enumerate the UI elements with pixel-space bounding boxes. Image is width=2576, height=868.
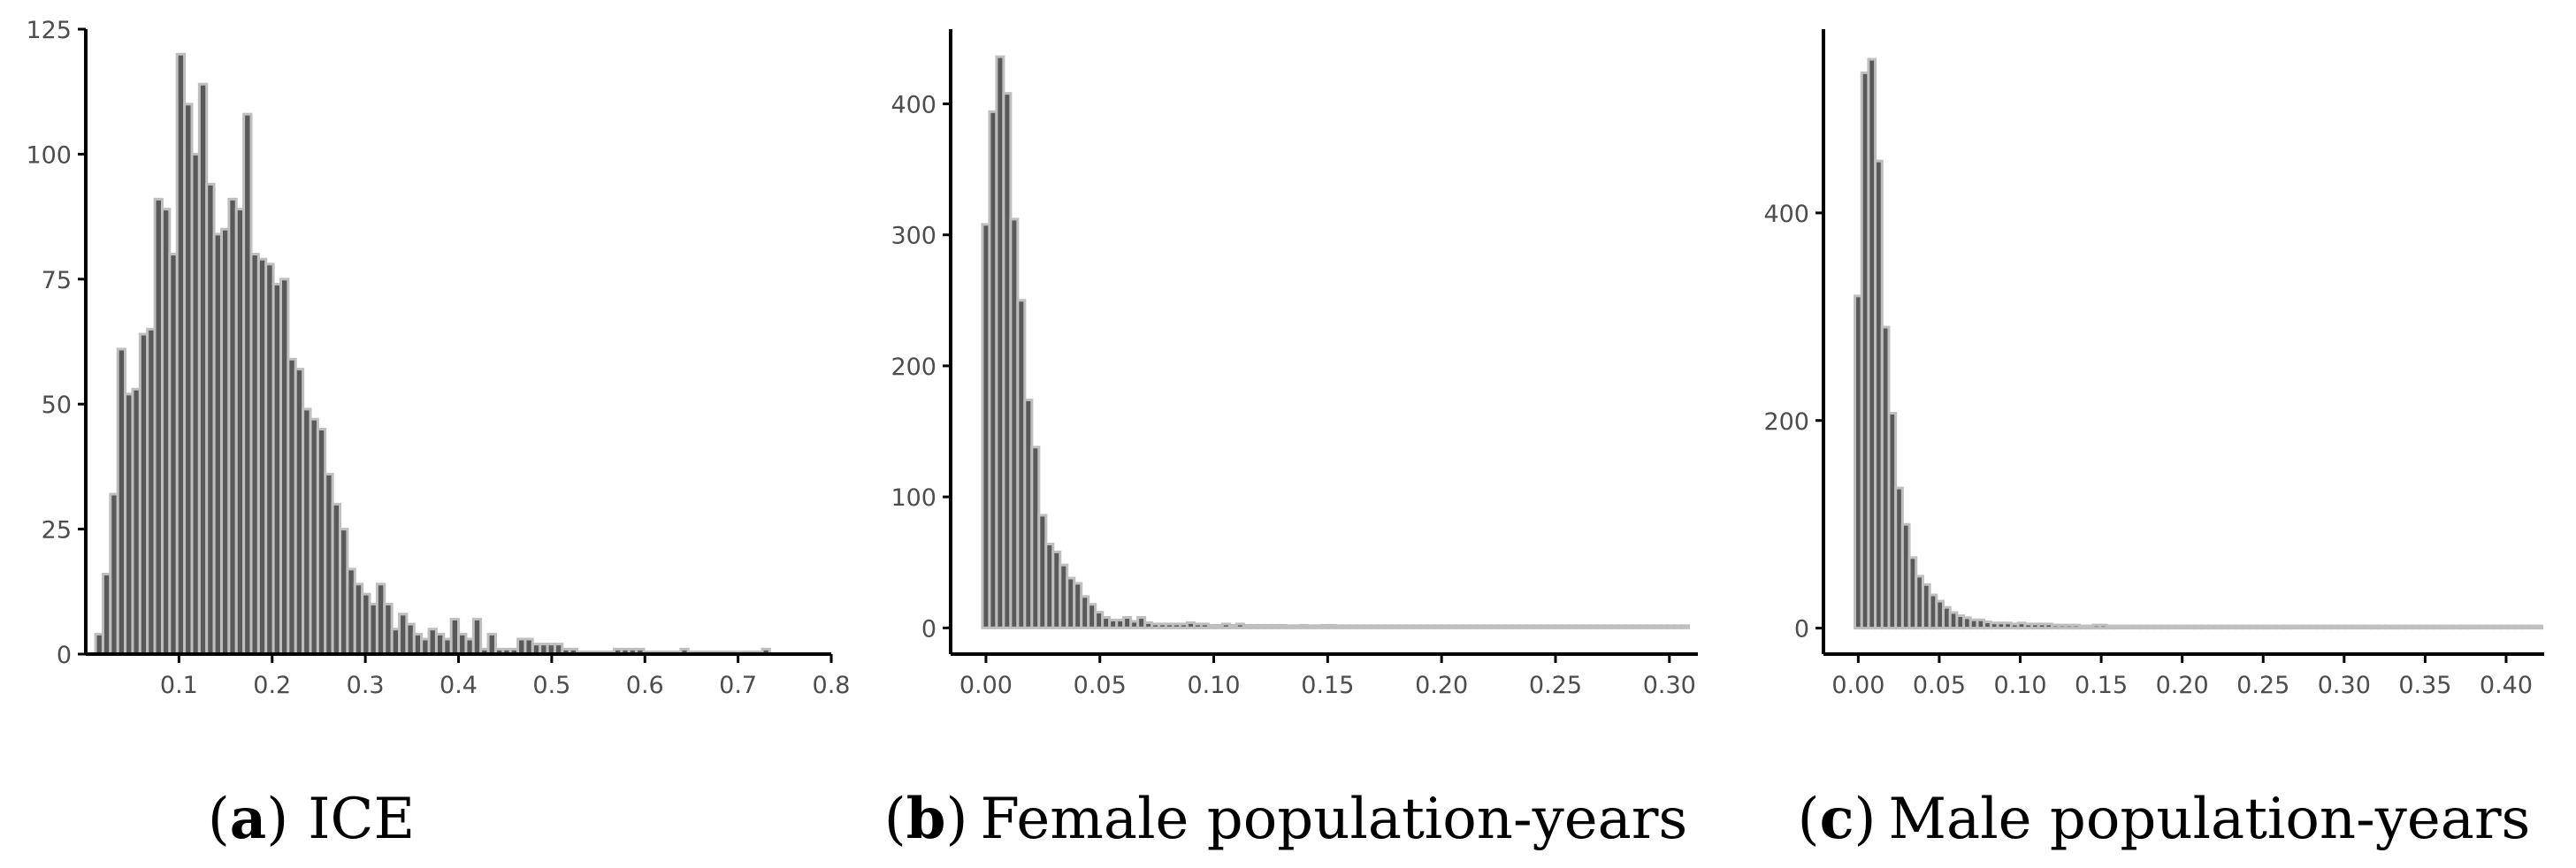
x-tick-label: 0.10 xyxy=(1187,672,1240,699)
y-tick-label: 0 xyxy=(1794,616,1809,643)
y-tick-label: 100 xyxy=(891,484,936,512)
panel-female-population-years: 0 100 200 300 400 0.00 0.05 0.10 0.15 0.20 0.25 0.3… xyxy=(891,29,1698,699)
y-tick-label: 100 xyxy=(26,141,72,169)
histogram-bar xyxy=(1680,624,1691,629)
x-tick-label: 0.3 xyxy=(347,672,385,699)
caption-c: (c) Male population-years xyxy=(1798,786,2531,852)
y-tick-label: 0 xyxy=(57,642,72,669)
y-tick-label: 0 xyxy=(921,615,936,643)
x-tick-label: 0.15 xyxy=(2075,672,2128,699)
y-tick-label: 125 xyxy=(26,17,72,44)
caption-a: (a) ICE xyxy=(208,786,415,852)
x-tick-label: 0.4 xyxy=(440,672,478,699)
x-tick-label: 0.5 xyxy=(532,672,570,699)
x-tick-label: 0.10 xyxy=(1993,672,2046,699)
caption-b: (b) Female population-years xyxy=(884,786,1688,852)
y-tick-label: 400 xyxy=(891,91,936,118)
x-tick-label: 0.1 xyxy=(160,672,198,699)
bars xyxy=(94,52,771,656)
y-tick-label: 200 xyxy=(891,354,936,381)
x-tick-label: 0.20 xyxy=(1415,672,1468,699)
panel-male-population-years: 0 200 400 0.00 0.05 0.10 0.15 0.20 0.25 0.30 0.35 0… xyxy=(1763,29,2544,699)
x-tick-label: 0.15 xyxy=(1301,672,1354,699)
x-tick-label: 0.25 xyxy=(2236,672,2289,699)
y-tick-label: 75 xyxy=(42,267,72,294)
x-tick-label: 0.20 xyxy=(2156,672,2209,699)
x-tick-label: 0.35 xyxy=(2398,672,2451,699)
bars xyxy=(981,55,1691,629)
x-tick-label: 0.00 xyxy=(1831,672,1884,699)
panel-ice: 0 25 50 75 100 125 0.1 0.2 0.3 0.4 0.5 0.6 0.7 0.8 xyxy=(26,17,850,699)
x-tick-label: 0.40 xyxy=(2480,672,2533,699)
bars xyxy=(1854,57,2543,630)
x-tick-label: 0.6 xyxy=(626,672,664,699)
histogram-bar xyxy=(2534,624,2543,630)
y-tick-label: 25 xyxy=(42,517,72,544)
y-tick-label: 200 xyxy=(1763,408,1809,436)
x-tick-label: 0.8 xyxy=(813,672,851,699)
y-tick-label: 400 xyxy=(1763,201,1809,228)
x-tick-label: 0.30 xyxy=(2318,672,2371,699)
x-tick-label: 0.05 xyxy=(1913,672,1966,699)
x-tick-label: 0.05 xyxy=(1074,672,1127,699)
x-tick-label: 0.7 xyxy=(719,672,757,699)
x-tick-label: 0.2 xyxy=(253,672,291,699)
x-tick-label: 0.25 xyxy=(1529,672,1582,699)
x-tick-label: 0.00 xyxy=(959,672,1013,699)
y-tick-label: 300 xyxy=(891,223,936,250)
y-tick-label: 50 xyxy=(42,392,72,419)
x-tick-label: 0.30 xyxy=(1643,672,1696,699)
